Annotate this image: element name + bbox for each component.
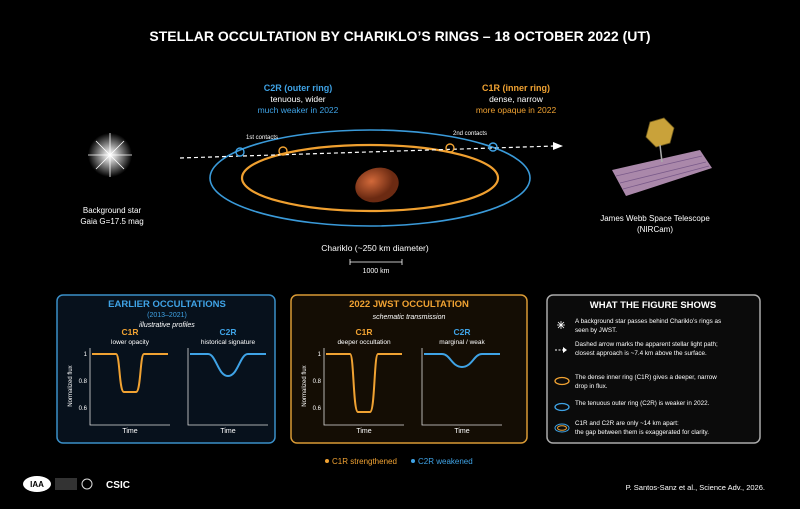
explanation-text: Dashed arrow marks the apparent stellar … bbox=[575, 341, 718, 348]
panel-note: illustrative profiles bbox=[139, 322, 195, 329]
explanation-text: The tenuous outer ring (C2R) is weaker i… bbox=[575, 400, 710, 407]
y-tick-label: 0.6 bbox=[79, 406, 88, 412]
axis bbox=[187, 348, 268, 426]
logo-text: IAA bbox=[30, 480, 44, 489]
plot-desc: marginal / weak bbox=[439, 339, 485, 346]
flux-curve bbox=[424, 353, 500, 369]
panel-title: 2022 JWST OCCULTATION bbox=[349, 299, 469, 310]
explanation-text: closest approach is ~7.4 km above the su… bbox=[575, 350, 707, 357]
chariklo bbox=[355, 167, 399, 203]
ring-note: more opaque in 2022 bbox=[476, 105, 557, 115]
plot-desc: historical signature bbox=[201, 339, 256, 346]
explanation-text: drop in flux. bbox=[575, 383, 608, 390]
plot-ring: C2R bbox=[453, 327, 470, 337]
ring-name: C1R (inner ring) bbox=[482, 83, 550, 93]
axis bbox=[323, 348, 404, 426]
scale-label: 1000 km bbox=[363, 268, 390, 275]
ring-desc: tenuous, wider bbox=[270, 94, 325, 104]
flux-curve bbox=[92, 353, 168, 393]
axis bbox=[89, 348, 170, 426]
legend-dot bbox=[411, 459, 415, 463]
plot-ring: C2R bbox=[219, 327, 236, 337]
y-tick-label: 0.8 bbox=[313, 379, 322, 385]
explanation-text: The dense inner ring (C1R) gives a deepe… bbox=[575, 374, 717, 381]
panel bbox=[290, 294, 528, 444]
explanation-text: A background star passes behind Chariklo… bbox=[575, 318, 721, 325]
x-axis-label: Time bbox=[122, 428, 137, 435]
axis bbox=[421, 348, 502, 426]
flux-curve bbox=[326, 353, 402, 413]
legend-label: C1R strengthened bbox=[332, 457, 397, 466]
telescope bbox=[612, 117, 712, 196]
contact bbox=[278, 146, 288, 156]
plot-ring: C1R bbox=[121, 327, 138, 337]
contact bbox=[235, 147, 245, 157]
x-axis-label: Time bbox=[220, 428, 235, 435]
panel-title: EARLIER OCCULTATIONS bbox=[108, 299, 226, 310]
star-label: Background star bbox=[83, 206, 142, 215]
panel-title: WHAT THE FIGURE SHOWS bbox=[590, 300, 716, 311]
star-label: Gaia G=17.5 mag bbox=[80, 217, 143, 226]
panel bbox=[56, 294, 276, 444]
y-axis-label: Normalized flux bbox=[302, 365, 308, 406]
arrow-head bbox=[553, 142, 563, 150]
y-tick-label: 0.6 bbox=[313, 406, 322, 412]
telescope-label: James Webb Space Telescope bbox=[600, 214, 710, 223]
flux-curve bbox=[190, 353, 266, 378]
legend-label: C2R weakened bbox=[418, 457, 473, 466]
ring-desc: dense, narrow bbox=[489, 94, 544, 104]
y-tick-label: 1 bbox=[318, 352, 322, 358]
legend-dot bbox=[325, 459, 329, 463]
panel-subtitle: (2013–2021) bbox=[147, 312, 187, 319]
plot-desc: lower opacity bbox=[111, 339, 150, 346]
x-axis-label: Time bbox=[454, 428, 469, 435]
contact bbox=[445, 143, 455, 153]
panel bbox=[546, 294, 761, 444]
inner-ring bbox=[240, 143, 500, 213]
y-tick-label: 1 bbox=[84, 352, 88, 358]
credit: P. Santos-Sanz et al., Science Adv., 202… bbox=[626, 483, 765, 492]
contact bbox=[488, 142, 498, 152]
telescope-label: (NIRCam) bbox=[637, 225, 673, 234]
outer-ring bbox=[209, 129, 531, 227]
explanation-text: the gap between them is exaggerated for … bbox=[575, 429, 709, 436]
ring-name: C2R (outer ring) bbox=[264, 83, 333, 93]
logo-text: CSIC bbox=[106, 480, 130, 491]
y-axis-label: Normalized flux bbox=[68, 365, 74, 406]
explanation-text: C1R and C2R are only ~14 km apart: bbox=[575, 420, 679, 427]
logo bbox=[55, 478, 77, 490]
logo bbox=[81, 478, 93, 490]
contact-label: 2nd contacts bbox=[453, 131, 487, 137]
star-rays bbox=[88, 133, 132, 177]
icons bbox=[554, 321, 570, 433]
body-label: Chariklo (~250 km diameter) bbox=[321, 243, 429, 253]
x-axis-label: Time bbox=[356, 428, 371, 435]
scale-bar bbox=[349, 259, 403, 265]
ring-note: much weaker in 2022 bbox=[258, 105, 339, 115]
panel-note: schematic transmission bbox=[373, 314, 446, 321]
plot-ring: C1R bbox=[355, 327, 372, 337]
explanation-text: seen by JWST. bbox=[575, 327, 617, 334]
logo bbox=[23, 476, 51, 492]
title: STELLAR OCCULTATION BY CHARIKLO’S RINGS … bbox=[149, 28, 650, 44]
plot-desc: deeper occultation bbox=[337, 339, 391, 346]
y-tick-label: 0.8 bbox=[79, 379, 88, 385]
contact-label: 1st contacts bbox=[246, 135, 278, 141]
